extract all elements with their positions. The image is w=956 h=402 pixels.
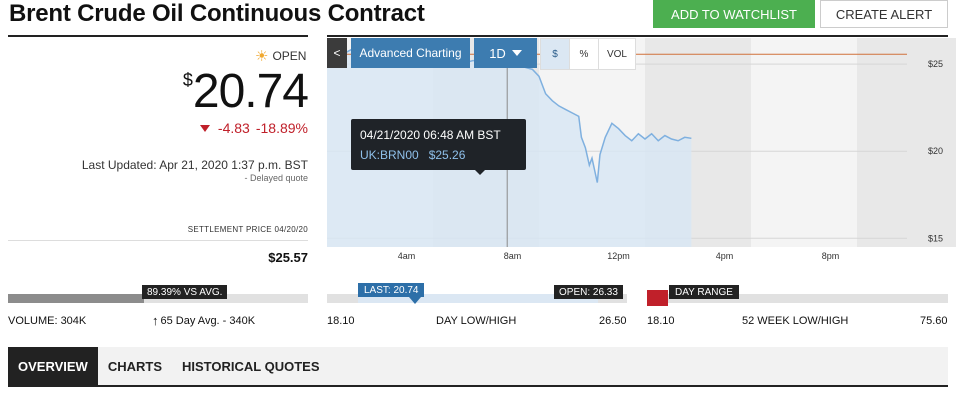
last-price: $ 20.74 [182, 64, 309, 119]
interval-label: 1D [489, 45, 506, 61]
tooltip-pointer [475, 170, 485, 175]
y-tick-label: $20 [928, 146, 943, 156]
chart-tooltip [351, 119, 526, 170]
right-divider [327, 35, 948, 37]
day-range-fill [358, 294, 598, 303]
day-range-badge: DAY RANGE [669, 285, 739, 299]
percent-mode-button[interactable]: % [569, 39, 598, 69]
tooltip-value: $25.26 [428, 148, 466, 162]
open-price-badge: OPEN: 26.33 [554, 285, 623, 299]
chart-band [751, 38, 857, 247]
tab-historical-quotes[interactable]: HISTORICAL QUOTES [182, 358, 320, 374]
last-price-pointer [409, 297, 421, 304]
day-range-label: DAY LOW/HIGH [436, 315, 517, 327]
avg-volume-label: ↑ 65 Day Avg. - 340K [152, 313, 255, 328]
page-title: Brent Crude Oil Continuous Contract [9, 0, 425, 27]
price-change: -4.83 -18.89% [199, 120, 308, 136]
volume-toggle-button[interactable]: VOL [598, 39, 635, 69]
collapse-chart-button[interactable]: < [327, 38, 347, 68]
week52-range-label: 52 WEEK LOW/HIGH [742, 315, 849, 327]
settlement-divider [8, 240, 308, 241]
last-price-badge: LAST: 20.74 [358, 283, 425, 297]
y-tick-label: $15 [928, 233, 943, 243]
interval-dropdown[interactable]: 1D [474, 38, 537, 68]
week52-low: 18.10 [647, 315, 675, 327]
chevron-down-icon [511, 50, 522, 56]
create-alert-button[interactable]: CREATE ALERT [820, 0, 948, 28]
change-percent: -18.89% [255, 120, 308, 136]
week52-high: 75.60 [920, 315, 948, 327]
day-low: 18.10 [327, 315, 355, 327]
add-to-watchlist-button[interactable]: ADD TO WATCHLIST [653, 0, 815, 28]
tooltip-symbol: UK:BRN00 [360, 148, 419, 162]
week52-range-track [647, 294, 948, 303]
section-tabs: OVERVIEW CHARTS HISTORICAL QUOTES [8, 347, 948, 385]
x-tick-label: 4pm [716, 251, 734, 261]
market-status: ☀ OPEN [255, 47, 306, 65]
week52-range-fill [647, 290, 668, 306]
x-tick-label: 4am [398, 251, 416, 261]
up-arrow-icon: ↑ [152, 313, 159, 328]
volume-vs-avg-badge: 89.39% VS AVG. [142, 285, 228, 299]
settlement-value: $25.57 [268, 250, 308, 265]
tabs-divider [8, 385, 948, 387]
avg-volume-text: 65 Day Avg. - 340K [160, 314, 256, 327]
change-value: -4.83 [217, 120, 250, 136]
down-arrow-icon [199, 124, 210, 132]
tab-charts[interactable]: CHARTS [107, 358, 163, 374]
currency-symbol: $ [182, 70, 193, 90]
volume-label: VOLUME: 304K [8, 315, 87, 327]
day-high: 26.50 [599, 315, 627, 327]
delayed-note: - Delayed quote [244, 173, 308, 183]
market-status-label: OPEN [272, 49, 307, 63]
last-updated: Last Updated: Apr 21, 2020 1:37 p.m. BST [81, 158, 308, 172]
tooltip-date: 04/21/2020 06:48 AM BST [360, 128, 501, 142]
tab-overview[interactable]: OVERVIEW [8, 347, 98, 385]
x-tick-label: 8pm [822, 251, 840, 261]
price-value: 20.74 [192, 65, 309, 118]
dollar-mode-button[interactable]: $ [541, 39, 569, 69]
settlement-label: SETTLEMENT PRICE 04/20/20 [187, 225, 308, 234]
sun-icon: ☀ [255, 48, 269, 65]
chart-band [857, 38, 956, 247]
x-tick-label: 12pm [607, 251, 630, 261]
x-tick-label: 8am [504, 251, 522, 261]
left-divider [8, 35, 308, 37]
advanced-charting-button[interactable]: Advanced Charting [351, 38, 470, 68]
tooltip-quote: UK:BRN00 $25.26 [360, 148, 465, 162]
chart-mode-toggle: $ % VOL [540, 38, 636, 70]
volume-bar-fill [8, 294, 145, 303]
y-tick-label: $25 [928, 59, 943, 69]
